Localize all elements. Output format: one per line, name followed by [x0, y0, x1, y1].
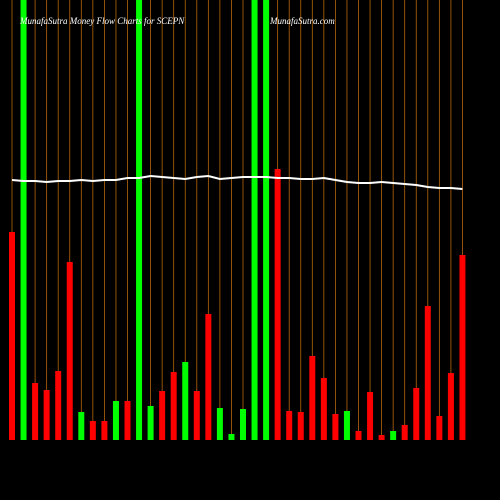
bar	[263, 0, 270, 440]
bar	[297, 412, 304, 440]
bar	[424, 306, 431, 440]
bar	[170, 372, 177, 440]
bar	[401, 425, 408, 440]
bar	[228, 434, 235, 440]
bar	[251, 0, 258, 440]
bar	[205, 314, 212, 440]
bar	[343, 411, 350, 440]
bar	[147, 406, 154, 440]
site-label: MunafaSutra.com	[269, 16, 335, 26]
bar	[55, 371, 62, 440]
bar	[447, 373, 454, 440]
bars	[9, 0, 466, 440]
bar	[413, 388, 420, 440]
bar	[89, 421, 96, 440]
bar	[66, 262, 73, 440]
bar	[459, 255, 466, 440]
bar	[274, 169, 281, 440]
bar	[286, 411, 293, 440]
bar	[332, 414, 339, 440]
bar	[9, 232, 15, 440]
bar	[182, 362, 189, 440]
bar	[390, 431, 397, 440]
bar	[378, 435, 385, 440]
bar	[355, 431, 362, 440]
bar	[193, 391, 200, 440]
bar	[436, 416, 443, 440]
bar	[367, 392, 374, 440]
chart-title: MunafaSutra Money Flow Charts for SCEPN	[19, 16, 185, 26]
bar	[124, 401, 131, 440]
bar	[112, 401, 119, 440]
bar	[159, 391, 166, 440]
bar	[216, 408, 223, 440]
bar	[78, 412, 85, 440]
bar	[136, 0, 143, 440]
bar	[320, 378, 327, 440]
bar	[240, 409, 246, 440]
bar	[32, 383, 39, 440]
bar	[101, 421, 108, 440]
price-line	[11, 174, 463, 190]
bar	[43, 390, 50, 440]
bar	[20, 0, 27, 440]
bar	[309, 356, 316, 440]
